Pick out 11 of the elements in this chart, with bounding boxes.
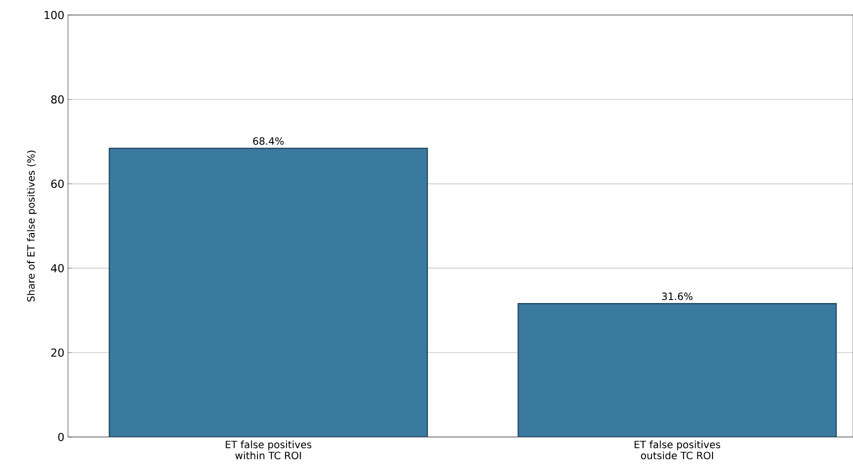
y-tick-label: 20: [51, 348, 64, 357]
data-label: 31.6%: [662, 292, 693, 300]
y-tick-label: 0: [58, 432, 64, 442]
x-tick-label: ET false positives outside TC ROI: [634, 440, 720, 460]
y-axis-title: Share of ET false positives (%): [26, 150, 37, 302]
y-tick-label: 100: [44, 10, 64, 20]
data-label: 68.4%: [253, 137, 284, 145]
y-tick-label: 80: [51, 95, 64, 104]
x-tick-label: ET false positives within TC ROI: [226, 440, 312, 460]
y-tick-label: 60: [51, 180, 64, 188]
y-tick-label: 40: [51, 264, 64, 272]
